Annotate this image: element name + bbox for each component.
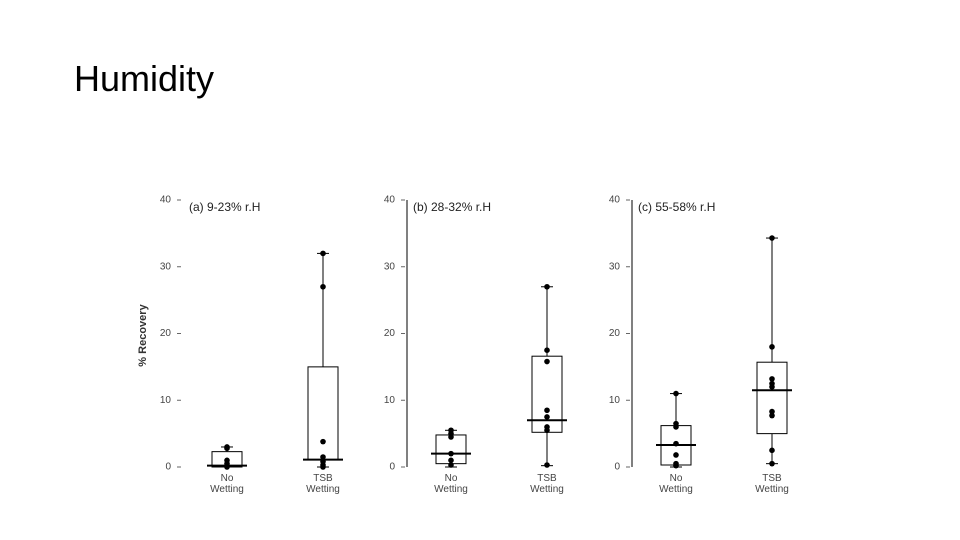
data-point (448, 434, 454, 440)
x-tick-label: TSB Wetting (306, 473, 340, 495)
y-tick-label: 30 (609, 261, 621, 272)
data-point (320, 464, 326, 470)
data-point (673, 390, 679, 397)
panel-title: (c) 55-58% r.H (638, 200, 715, 214)
box (756, 361, 788, 435)
data-point (320, 454, 326, 460)
x-tick-label: No Wetting (659, 473, 693, 495)
y-tick-label: 40 (609, 195, 621, 206)
data-point (769, 376, 775, 382)
data-point (224, 445, 230, 452)
x-tick-label: No Wetting (210, 473, 244, 495)
data-point (769, 460, 775, 467)
data-point (544, 347, 550, 353)
y-tick-label: 0 (614, 462, 620, 473)
y-tick-label: 10 (384, 395, 396, 406)
y-tick-label: 0 (165, 462, 171, 473)
data-point (769, 412, 775, 419)
data-point (224, 464, 230, 470)
x-tick-label: TSB Wetting (755, 473, 789, 495)
data-point (448, 462, 454, 468)
data-point (769, 344, 775, 350)
box (307, 366, 339, 461)
slide-title: Humidity (74, 58, 215, 99)
data-point (673, 424, 679, 430)
data-point (544, 427, 550, 434)
x-tick-label: TSB Wetting (530, 473, 564, 495)
data-point (544, 462, 550, 468)
y-tick-label: 0 (389, 462, 395, 473)
data-point (673, 452, 679, 458)
data-point (544, 414, 550, 420)
y-tick-label: 10 (609, 395, 621, 406)
data-point (673, 440, 679, 447)
data-point (448, 450, 454, 457)
data-point (769, 384, 775, 390)
data-point (769, 447, 775, 454)
y-tick-label: 40 (384, 195, 396, 206)
y-axis-label: % Recovery (137, 303, 149, 366)
data-point (544, 358, 550, 365)
data-point (320, 283, 326, 290)
data-point (544, 407, 550, 414)
data-point (544, 283, 550, 290)
panel-title: (b) 28-32% r.H (413, 200, 491, 214)
data-point (769, 235, 775, 241)
data-point (320, 250, 326, 257)
data-point (673, 462, 679, 469)
y-tick-label: 20 (160, 328, 172, 339)
panel-title: (a) 9-23% r.H (189, 200, 260, 214)
data-point (320, 438, 326, 445)
y-tick-label: 20 (384, 328, 396, 339)
data-point (769, 408, 775, 415)
x-tick-label: No Wetting (434, 473, 468, 495)
data-point (448, 457, 454, 464)
y-tick-label: 30 (160, 261, 172, 272)
y-tick-label: 10 (160, 395, 172, 406)
y-tick-label: 30 (384, 261, 396, 272)
y-tick-label: 40 (160, 195, 172, 206)
y-tick-label: 20 (609, 328, 621, 339)
